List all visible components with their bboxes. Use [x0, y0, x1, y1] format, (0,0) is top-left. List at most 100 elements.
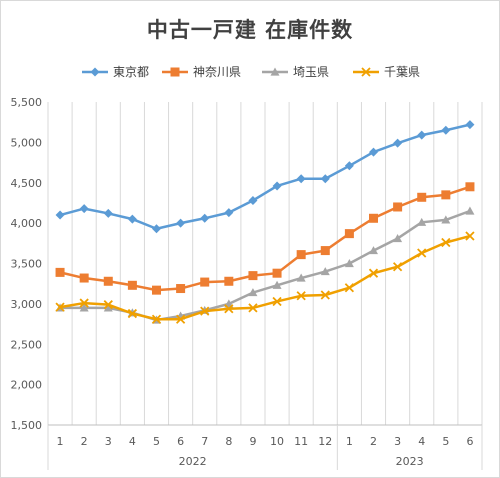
x-tick-label: 9	[249, 435, 256, 448]
data-point	[417, 248, 427, 258]
x-tick-label: 2	[370, 435, 377, 448]
data-point	[79, 298, 89, 308]
x-tick-label: 2	[81, 435, 88, 448]
data-point	[344, 259, 354, 268]
data-point	[270, 67, 280, 76]
data-point	[441, 237, 451, 248]
x-tick-label: 1	[57, 435, 64, 448]
data-point	[248, 196, 258, 206]
data-point	[369, 147, 378, 157]
series	[55, 182, 475, 295]
data-point	[465, 206, 475, 215]
data-point	[103, 303, 113, 312]
data-point	[127, 280, 137, 290]
data-point	[176, 284, 186, 294]
y-tick-label: 4,500	[11, 177, 43, 190]
series-line	[59, 123, 471, 231]
data-point	[175, 314, 186, 324]
data-point	[296, 291, 306, 301]
legend-label: 千葉県	[384, 65, 420, 79]
data-point	[417, 130, 427, 140]
x-tick-label: 8	[225, 435, 232, 448]
data-point	[176, 218, 186, 228]
data-point	[127, 308, 138, 319]
data-point	[441, 215, 451, 224]
y-tick-label: 2,000	[11, 379, 43, 392]
legend-label: 東京都	[113, 65, 149, 79]
data-point	[369, 213, 378, 223]
data-point	[200, 213, 210, 223]
data-point	[151, 314, 162, 324]
y-tick-label: 3,500	[11, 258, 43, 271]
data-point	[152, 224, 161, 234]
x-tick-label: 10	[270, 435, 284, 448]
data-point	[369, 246, 378, 255]
data-point	[127, 214, 137, 224]
chart-title: 中古一戸建 在庫件数	[146, 18, 354, 42]
data-point	[393, 233, 403, 243]
data-point	[441, 125, 451, 135]
x-tick-label: 1	[346, 435, 353, 448]
data-point	[320, 246, 330, 256]
data-point	[441, 190, 451, 200]
data-point	[320, 174, 330, 184]
data-point	[103, 208, 113, 218]
data-point	[296, 273, 306, 282]
data-point	[170, 67, 180, 77]
legend-item: 東京都	[82, 65, 149, 79]
data-point	[393, 202, 403, 212]
data-point	[272, 268, 282, 278]
year-label: 2022	[179, 455, 207, 468]
x-tick-label: 7	[201, 435, 208, 448]
data-point	[361, 67, 371, 77]
data-point	[79, 273, 89, 283]
legend-item: 埼玉県	[262, 65, 329, 79]
data-point	[224, 208, 234, 218]
data-point	[90, 67, 100, 77]
y-tick-label: 5,500	[11, 96, 43, 109]
y-tick-label: 4,000	[11, 217, 43, 230]
data-point	[465, 231, 475, 241]
y-tick-label: 3,000	[11, 298, 43, 311]
data-point	[465, 182, 475, 192]
data-point	[417, 217, 427, 226]
x-tick-label: 4	[129, 435, 136, 448]
data-point	[248, 271, 258, 281]
data-point	[248, 303, 258, 313]
data-point	[393, 138, 403, 148]
data-point	[272, 280, 282, 289]
x-tick-label: 6	[177, 435, 184, 448]
data-point	[344, 161, 354, 171]
x-tick-label: 3	[105, 435, 112, 448]
series	[55, 231, 475, 324]
x-tick-label: 11	[294, 435, 308, 448]
data-point	[272, 181, 282, 191]
data-point	[392, 262, 403, 272]
legend-label: 神奈川県	[193, 65, 241, 79]
y-tick-label: 2,500	[11, 338, 43, 351]
data-point	[296, 174, 306, 184]
data-point	[344, 283, 355, 293]
data-point	[200, 277, 210, 287]
data-point	[200, 306, 210, 316]
x-tick-label: 4	[418, 435, 425, 448]
axes: 1,500 2,000 2,500 3,000 3,500 4,000 4,500 5,000…	[11, 96, 483, 470]
x-tick-label: 6	[466, 435, 473, 448]
data-point	[320, 267, 330, 276]
data-point	[465, 120, 475, 130]
legend-item: 神奈川県	[162, 65, 241, 79]
x-tick-label: 3	[394, 435, 401, 448]
y-tick-label: 1,500	[11, 419, 43, 432]
data-point	[368, 268, 379, 278]
series-line	[59, 234, 471, 321]
data-point	[248, 288, 258, 297]
data-point	[224, 304, 234, 314]
y-tick-label: 5,000	[11, 136, 43, 149]
x-tick-label: 5	[442, 435, 449, 448]
legend: 東京都 神奈川県 埼玉県 千葉県	[82, 65, 420, 79]
data-point	[224, 276, 234, 286]
data-point	[103, 300, 113, 310]
data-point	[55, 267, 65, 277]
data-point	[296, 250, 306, 260]
